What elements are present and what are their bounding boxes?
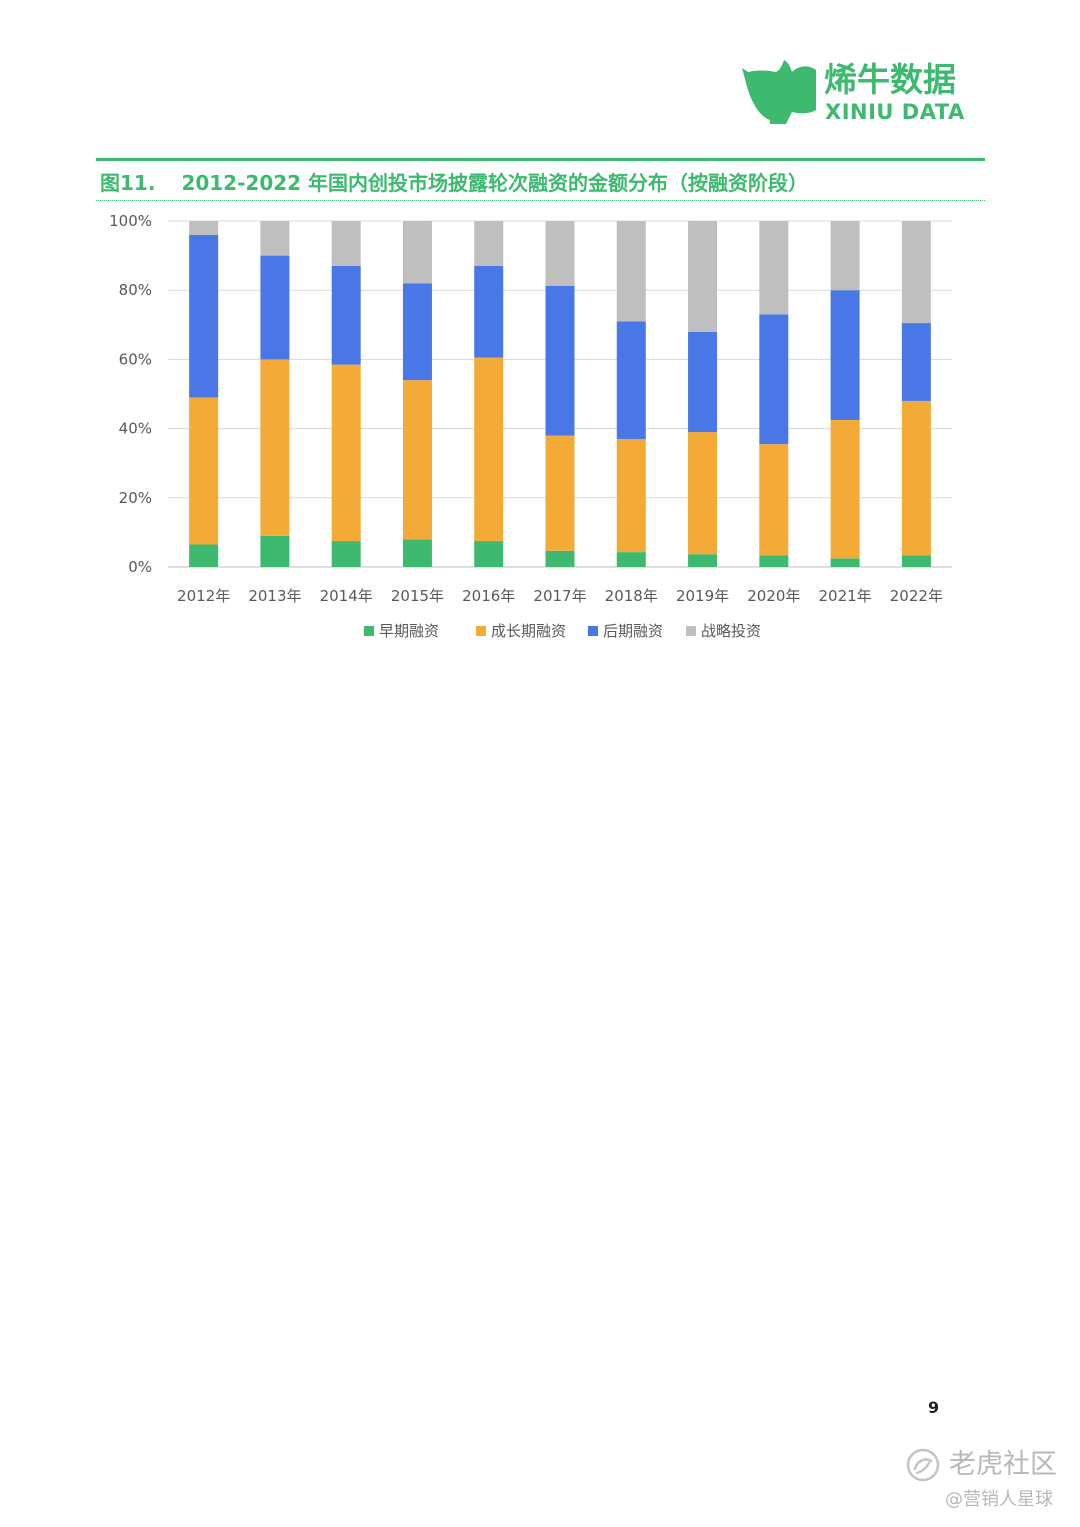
watermark-logo-icon <box>906 1448 940 1482</box>
watermark-sub-text: @营销人星球 <box>945 1489 1053 1510</box>
bar-segment <box>260 221 290 256</box>
bar-segment <box>260 359 290 536</box>
bar-segment <box>189 544 219 567</box>
bar-segment <box>331 364 361 542</box>
bar-segment <box>901 555 931 567</box>
x-tick-label: 2013年 <box>248 587 301 605</box>
legend-label: 后期融资 <box>603 622 663 640</box>
bar-segment <box>545 221 575 286</box>
x-tick-label: 2018年 <box>605 587 658 605</box>
legend-swatch <box>364 626 374 636</box>
figure-caption: 图11. 2012-2022 年国内创投市场披露轮次融资的金额分布（按融资阶段） <box>100 168 808 198</box>
header-rule <box>96 158 985 161</box>
x-tick-label: 2015年 <box>391 587 444 605</box>
bar-segment <box>402 380 432 540</box>
bar-segment <box>616 438 646 553</box>
brand-name-cn: 烯牛数据 <box>824 60 956 99</box>
bar-segment <box>830 419 860 559</box>
bar-segment <box>545 435 575 551</box>
brand-name-en: XINIU DATA <box>825 100 965 124</box>
x-tick-label: 2012年 <box>177 587 230 605</box>
bar-segment <box>474 265 504 358</box>
y-tick-label: 0% <box>128 558 152 576</box>
y-tick-label: 20% <box>119 489 152 507</box>
watermark-main-text: 老虎社区 <box>949 1449 1057 1480</box>
rhino-logo-icon <box>742 60 816 124</box>
bar-segment <box>830 221 860 291</box>
x-tick-label: 2019年 <box>676 587 729 605</box>
bar-segment <box>189 234 219 398</box>
bar-segment <box>331 265 361 365</box>
bar-segment <box>616 221 646 322</box>
y-tick-label: 80% <box>119 281 152 299</box>
bar-segment <box>474 221 504 266</box>
figure-title: 2012-2022 年国内创投市场披露轮次融资的金额分布（按融资阶段） <box>181 171 809 195</box>
bar-segment <box>616 552 646 567</box>
legend-label: 战略投资 <box>701 622 761 640</box>
legend-swatch <box>686 626 696 636</box>
x-tick-label: 2020年 <box>747 587 800 605</box>
bar-segment <box>688 432 718 555</box>
bar-segment <box>402 283 432 381</box>
bar-segment <box>830 290 860 420</box>
bar-segment <box>901 323 931 401</box>
y-tick-label: 60% <box>119 350 152 368</box>
legend-label: 成长期融资 <box>491 622 566 640</box>
bar-segment <box>474 541 504 567</box>
x-tick-label: 2014年 <box>320 587 373 605</box>
bar-segment <box>545 285 575 436</box>
bar-segment <box>901 400 931 556</box>
bar-segment <box>189 221 219 235</box>
bar-segment <box>759 444 789 556</box>
bar-segment <box>331 541 361 567</box>
legend-swatch <box>588 626 598 636</box>
bar-segment <box>260 255 290 360</box>
bar-segment <box>331 221 361 266</box>
brand-logo: 烯牛数据 XINIU DATA <box>740 60 980 130</box>
bar-segment <box>688 331 718 433</box>
bar-segment <box>759 221 789 315</box>
bar-segment <box>545 550 575 567</box>
bar-segment <box>474 357 504 542</box>
figure-number: 图11. <box>100 171 156 195</box>
watermark: 老虎社区 @营销人星球 <box>905 1445 1075 1515</box>
bar-segment <box>402 221 432 284</box>
x-tick-label: 2022年 <box>890 587 943 605</box>
legend-label: 早期融资 <box>379 622 439 640</box>
bar-segment <box>402 539 432 567</box>
x-tick-label: 2021年 <box>818 587 871 605</box>
bar-segment <box>688 554 718 567</box>
y-tick-label: 100% <box>109 212 152 230</box>
bar-segment <box>830 558 860 567</box>
bar-segment <box>616 321 646 439</box>
bar-segment <box>759 314 789 445</box>
x-tick-label: 2017年 <box>533 587 586 605</box>
y-tick-label: 40% <box>119 420 152 438</box>
bar-segment <box>260 535 290 567</box>
bar-segment <box>759 555 789 567</box>
page-number: 9 <box>928 1398 940 1417</box>
bar-segment <box>688 221 718 332</box>
stacked-bar-chart: 0% 20% 40% 60% 80% 100% 2012年 2013年 2014年 2015年 20… <box>109 212 952 640</box>
bar-segment <box>901 221 931 324</box>
legend-swatch <box>476 626 486 636</box>
caption-dotted-rule <box>96 200 985 201</box>
x-tick-label: 2016年 <box>462 587 515 605</box>
bar-segment <box>189 397 219 545</box>
